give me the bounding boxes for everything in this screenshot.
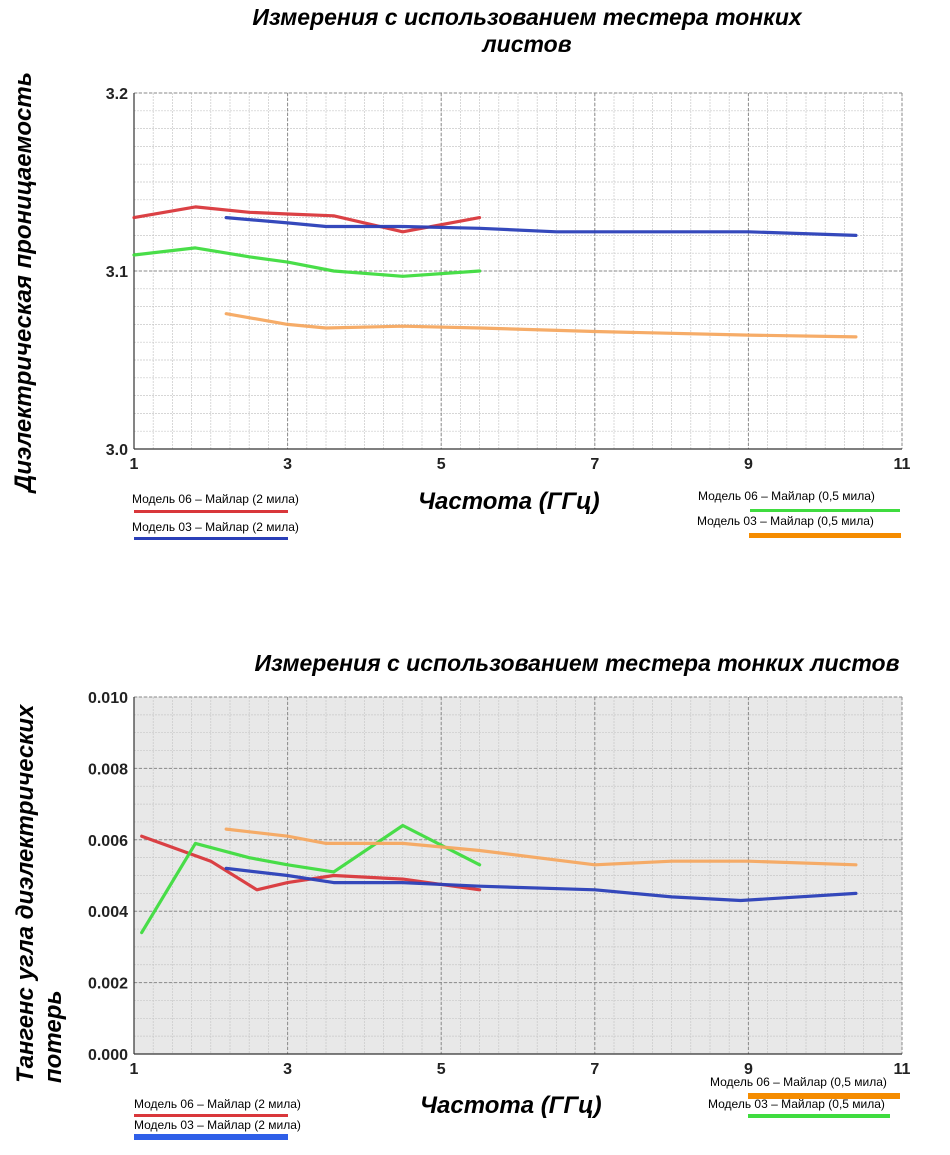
chart1-series-line-4 <box>224 312 858 339</box>
chart1-legend-label-4: Модель 03 – Майлар (0,5 мила) <box>697 514 874 528</box>
chart2-series-line-4 <box>224 827 858 867</box>
chart2-legend-label-1: Модель 06 – Майлар (2 мила) <box>134 1097 301 1111</box>
chart2-legend-label-2: Модель 03 – Майлар (2 мила) <box>134 1118 301 1132</box>
chart1-x-tick-label: 3 <box>283 456 292 473</box>
chart2-y-tick-label: 0.004 <box>88 904 128 921</box>
chart1-legend-label-1: Модель 06 – Майлар (2 мила) <box>132 492 299 506</box>
chart2-x-tick-label: 11 <box>894 1061 911 1078</box>
chart1-y-tick-label: 3.1 <box>106 264 128 281</box>
chart1-y-tick-label: 3.0 <box>106 442 128 459</box>
chart2-series-line-3 <box>140 823 482 935</box>
chart2-y-tick-label: 0.002 <box>88 976 128 993</box>
chart2-x-tick-label: 9 <box>744 1061 753 1078</box>
chart2-series-line-1 <box>140 834 482 892</box>
chart1-x-tick-label: 7 <box>590 456 599 473</box>
chart1-legend-label-2: Модель 03 – Майлар (2 мила) <box>132 520 299 534</box>
chart2-title: Измерения с использованием тестера тонки… <box>254 650 900 676</box>
chart2-xlabel: Частота (ГГц) <box>420 1092 602 1119</box>
chart2-legend-label-4: Модель 03 – Майлар (0,5 мила) <box>708 1097 885 1111</box>
chart1-legend-label-3: Модель 06 – Майлар (0,5 мила) <box>698 489 875 503</box>
chart2-series-line-2 <box>224 866 858 903</box>
chart1-xlabel: Частота (ГГц) <box>418 488 600 515</box>
chart2-y-tick-label: 0.008 <box>88 761 128 778</box>
chart2-x-tick-label: 7 <box>590 1061 599 1078</box>
chart1-plot: 1 3 5 7 9 11 3.0 3.1 3.2 <box>106 86 911 473</box>
chart2-x-tick-label: 1 <box>130 1061 139 1078</box>
chart2-y-tick-label: 0.010 <box>88 690 128 707</box>
chart2-y-tick-label: 0.000 <box>88 1047 128 1064</box>
chart1-series-line-3 <box>132 246 482 278</box>
chart2-legend-label-3: Модель 06 – Майлар (0,5 мила) <box>710 1075 887 1089</box>
chart1-legend-swatch-2 <box>134 537 288 540</box>
chart2-y-tick-label: 0.006 <box>88 833 128 850</box>
chart1-legend-swatch-3 <box>750 509 900 512</box>
chart2-legend-swatch-2 <box>134 1134 288 1140</box>
chart2-legend-swatch-4 <box>748 1114 890 1118</box>
chart1-legend-swatch-1 <box>134 510 288 513</box>
chart1-y-tick-label: 3.2 <box>106 86 128 103</box>
chart1-series-line-1 <box>132 205 482 234</box>
chart2-legend-swatch-3 <box>748 1093 900 1099</box>
chart2-legend-swatch-1 <box>134 1114 288 1117</box>
chart2-x-tick-label: 3 <box>283 1061 292 1078</box>
chart1-legend-swatch-4 <box>749 533 901 538</box>
chart2-x-tick-label: 5 <box>437 1061 446 1078</box>
chart1-x-tick-label: 11 <box>894 456 911 473</box>
chart1-x-tick-label: 5 <box>437 456 446 473</box>
chart1-x-tick-label: 1 <box>130 456 139 473</box>
chart1-title: Измерения с использованием тестера тонки… <box>252 4 802 57</box>
chart1-series-line-2 <box>224 216 858 237</box>
chart1-x-tick-label: 9 <box>744 456 753 473</box>
